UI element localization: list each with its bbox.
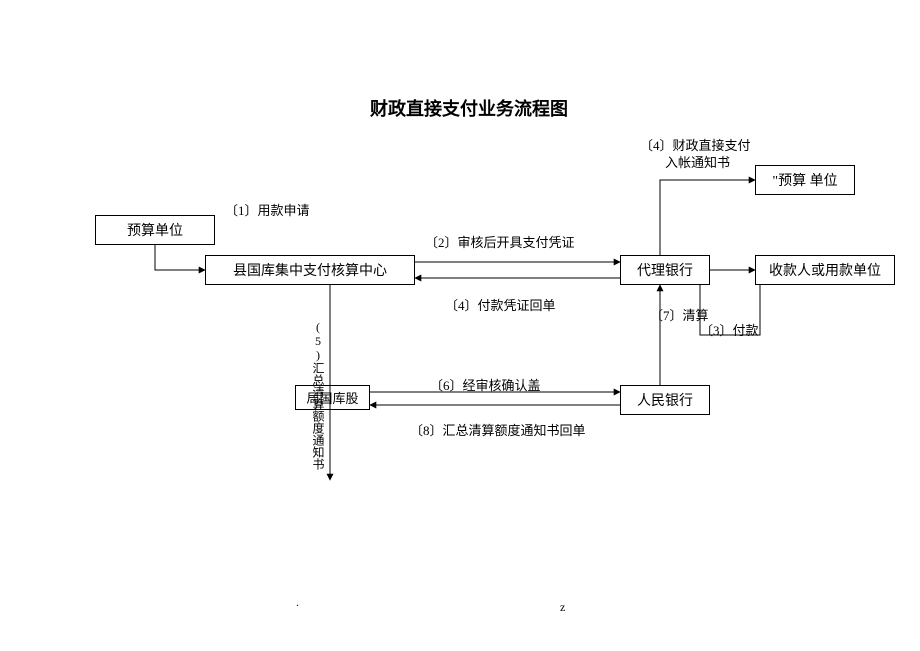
node-label: 收款人或用款单位 [769, 260, 881, 280]
node-payee: 收款人或用款单位 [755, 255, 895, 285]
node-treasury-dept: 局国库股 [295, 385, 370, 410]
node-peoples-bank: 人民银行 [620, 385, 710, 415]
node-label: "预算 单位 [772, 170, 837, 190]
node-budget-unit-right: "预算 单位 [755, 165, 855, 195]
diagram-title: 财政直接支付业务流程图 [370, 95, 568, 121]
node-label: 代理银行 [637, 260, 693, 280]
node-budget-unit-left: 预算单位 [95, 215, 215, 245]
node-label: 人民银行 [637, 390, 693, 410]
footer-z: z [560, 600, 565, 615]
edge-label-1: 〔1〕用款申请 [225, 200, 310, 219]
footer-dot: . [296, 595, 299, 610]
edge-label-8: 〔8〕汇总清算额度通知书回单 [410, 420, 586, 439]
node-agent-bank: 代理银行 [620, 255, 710, 285]
edge-label-2: 〔2〕审核后开具支付凭证 [425, 232, 575, 251]
node-label: 县国库集中支付核算中心 [233, 260, 387, 280]
node-label: 预算单位 [127, 220, 183, 240]
edge-label-4r: 〔4〕付款凭证回单 [445, 295, 556, 314]
edge-label-4n2: 入帐通知书 [665, 152, 730, 171]
node-center: 县国库集中支付核算中心 [205, 255, 415, 285]
edge-label-3: 〔3〕付款 [700, 320, 759, 339]
edge-label-6: 〔6〕经审核确认盖 [430, 375, 541, 394]
edge-label-5: (5)汇总清算额度通知书 [310, 320, 327, 470]
